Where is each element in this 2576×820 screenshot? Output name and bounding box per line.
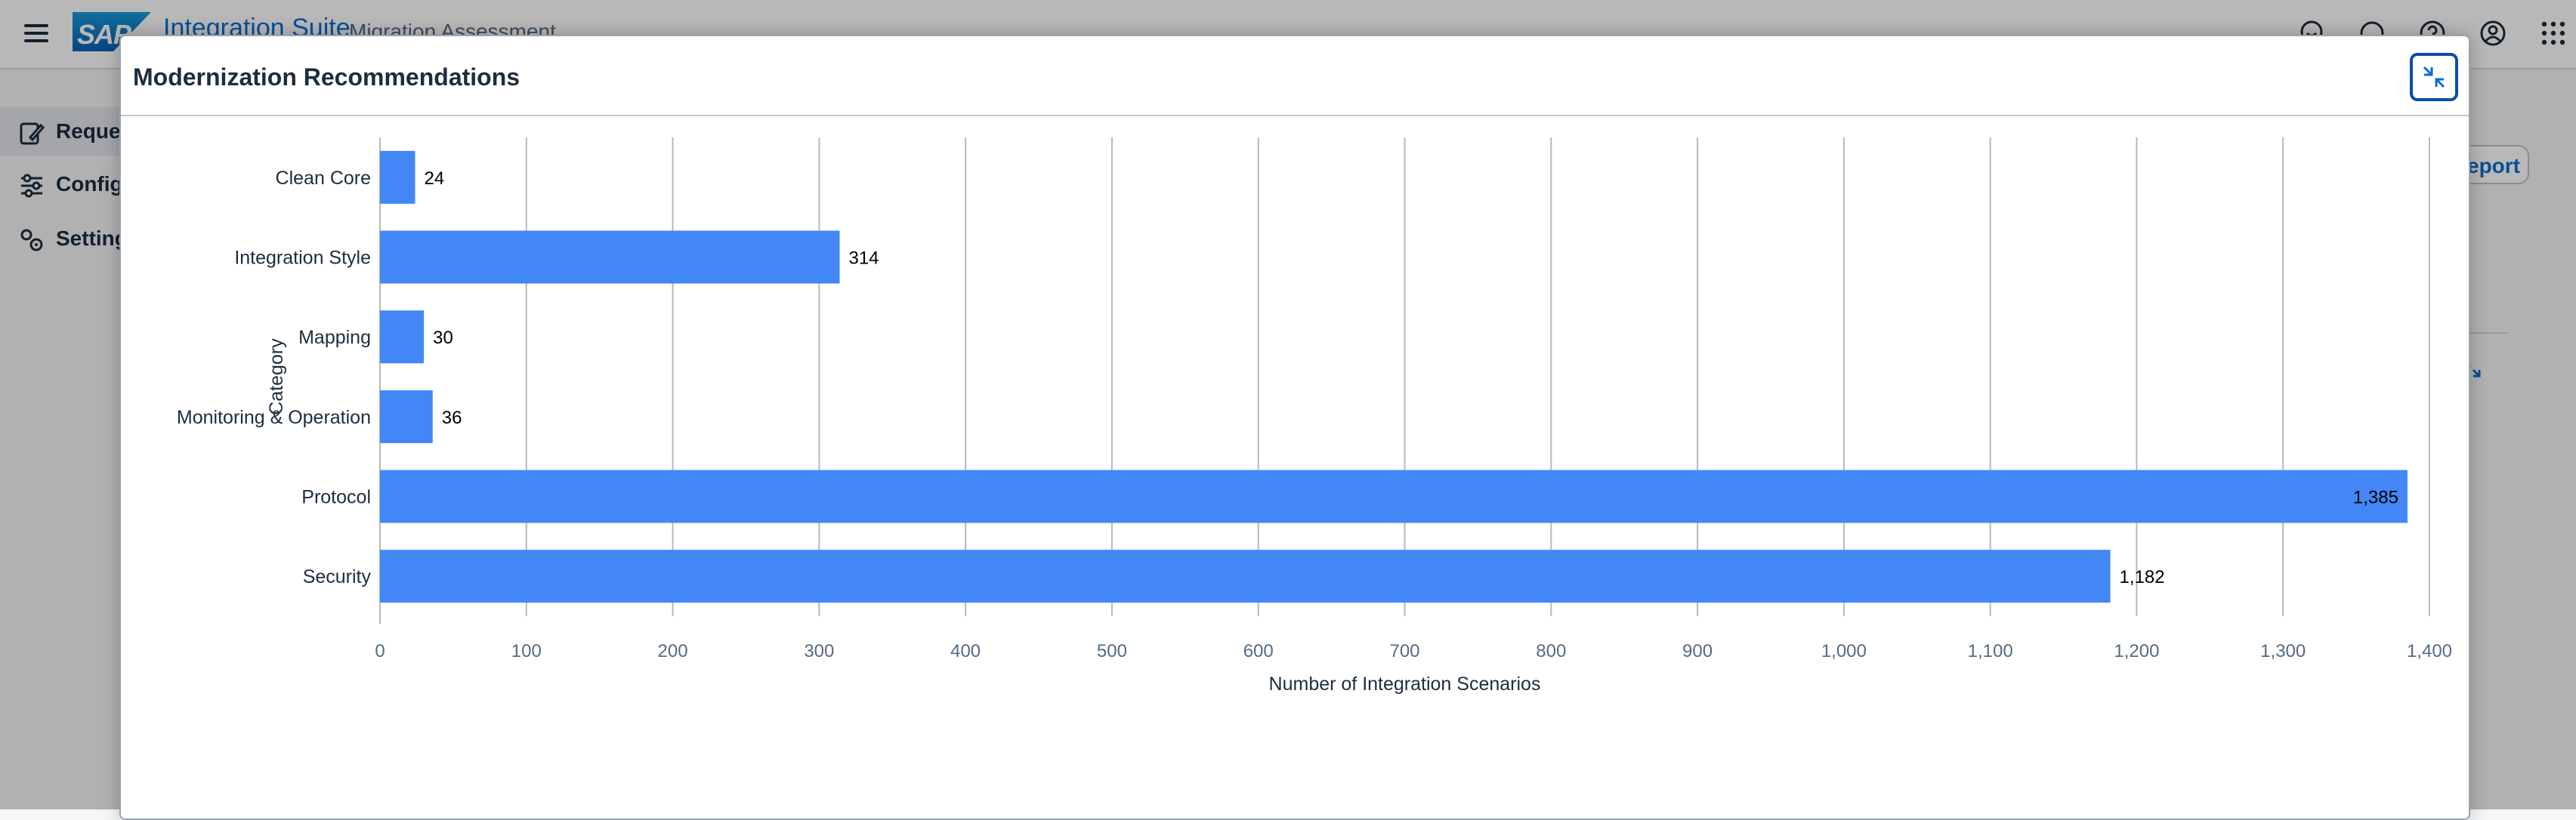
bar — [380, 470, 2408, 523]
nav-label-configuration: Config — [56, 172, 123, 196]
x-tick-label: 1,100 — [1968, 641, 2013, 661]
bar — [380, 230, 840, 284]
bar — [380, 550, 2111, 603]
y-axis-title: Category — [266, 338, 287, 415]
x-tick-label: 300 — [804, 641, 834, 661]
y-tick-label: Security — [303, 566, 372, 587]
x-tick-label: 0 — [375, 641, 385, 661]
x-tick-label: 1,000 — [1821, 641, 1867, 661]
side-navigation: Reque Config Setting — [0, 69, 128, 809]
bar-chart: 0 100 200 300 400 500 600 700 800 900 1,000 1,100 1,… — [177, 137, 2452, 695]
y-tick-label: Protocol — [301, 487, 371, 508]
x-tick-label: 1,400 — [2407, 641, 2452, 661]
x-tick-label: 1,300 — [2260, 641, 2306, 661]
y-tick-label: Clean Core — [276, 168, 371, 189]
x-axis-title: Number of Integration Scenarios — [1269, 674, 1541, 695]
nav-label-settings: Setting — [56, 227, 128, 250]
y-tick-label: Monitoring & Operation — [177, 407, 371, 428]
y-tick-label: Mapping — [298, 327, 371, 348]
user-icon[interactable] — [2478, 18, 2508, 48]
exit-fullscreen-icon — [2423, 66, 2445, 88]
bar — [380, 310, 425, 364]
x-tick-label: 900 — [1682, 641, 1713, 661]
data-label: 36 — [442, 408, 462, 428]
data-label: 1,385 — [2353, 488, 2398, 508]
edit-request-icon — [20, 122, 45, 145]
apps-grid-icon[interactable] — [2538, 18, 2568, 48]
data-label: 30 — [433, 328, 453, 348]
gears-icon — [20, 229, 43, 251]
nav-item-requests[interactable]: Reque — [0, 107, 128, 156]
exit-fullscreen-button[interactable] — [2410, 53, 2458, 101]
hamburger-icon[interactable] — [23, 20, 50, 47]
data-label: 314 — [848, 248, 879, 269]
bar — [380, 150, 415, 204]
nav-item-settings[interactable]: Setting — [0, 214, 128, 263]
x-tick-label: 1,200 — [2114, 641, 2159, 661]
sliders-icon — [21, 174, 42, 198]
x-tick-label: 100 — [511, 641, 542, 661]
data-label: 24 — [425, 168, 445, 189]
x-tick-label: 200 — [658, 641, 688, 661]
y-tick-label: Integration Style — [234, 248, 371, 269]
nav-label-requests: Reque — [56, 119, 121, 143]
recommendations-dialog: Modernization Recommendations 0 100 200 300… — [119, 35, 2470, 820]
x-tick-label: 800 — [1536, 641, 1566, 661]
x-tick-label: 700 — [1389, 641, 1419, 661]
x-tick-label: 400 — [950, 641, 981, 661]
nav-item-configuration[interactable]: Config — [0, 160, 128, 208]
dialog-title: Modernization Recommendations — [133, 63, 520, 91]
x-tick-label: 500 — [1097, 641, 1127, 661]
data-label: 1,182 — [2120, 567, 2165, 587]
chart-container: 0 100 200 300 400 500 600 700 800 900 1,000 1,100 1,… — [121, 116, 2469, 796]
x-tick-label: 600 — [1243, 641, 1274, 661]
bar — [380, 390, 433, 443]
dialog-header: Modernization Recommendations — [121, 36, 2469, 116]
